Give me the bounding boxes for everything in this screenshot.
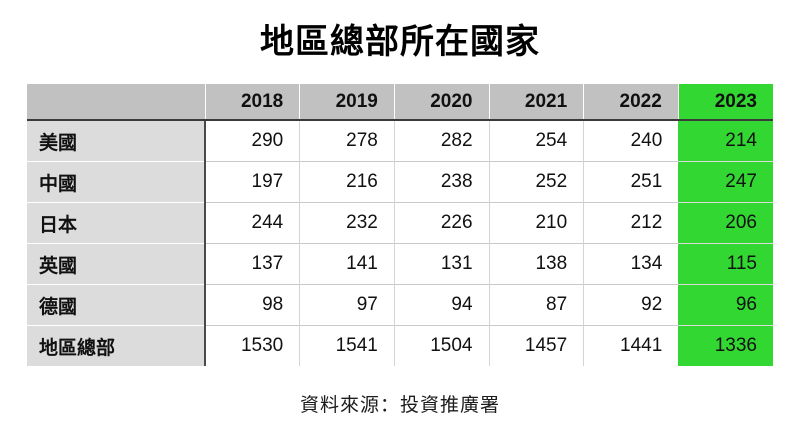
row-label: 英國	[27, 243, 207, 285]
value-cell-highlighted: 247	[678, 161, 773, 203]
value-cell-highlighted: 96	[678, 284, 773, 326]
table-row: 日本 244 232 226 210 212 206	[27, 202, 773, 244]
table-row: 德國 98 97 94 87 92 96	[27, 284, 773, 326]
value-cell: 134	[583, 243, 679, 285]
value-cell: 232	[299, 202, 395, 244]
year-column-header: 2020	[393, 84, 490, 121]
value-cell: 1530	[205, 325, 300, 366]
value-cell: 87	[488, 284, 584, 326]
value-cell-highlighted: 206	[678, 202, 773, 244]
value-cell: 197	[205, 161, 300, 203]
year-column-header-highlighted: 2023	[677, 84, 773, 121]
year-column-header: 2021	[488, 84, 584, 121]
year-column-header: 2018	[204, 84, 300, 121]
row-label: 美國	[27, 120, 207, 162]
table-row: 英國 137 141 131 138 134 115	[27, 243, 773, 285]
value-cell: 251	[583, 161, 679, 203]
value-cell-highlighted: 214	[678, 120, 773, 162]
value-cell: 1541	[299, 325, 395, 366]
regional-hq-table: 2018 2019 2020 2021 2022 2023 美國 290 278…	[27, 84, 773, 366]
table-row: 中國 197 216 238 252 251 247	[27, 161, 773, 203]
value-cell: 278	[299, 120, 395, 162]
value-cell: 240	[583, 120, 679, 162]
table-row: 美國 290 278 282 254 240 214	[27, 120, 773, 162]
value-cell: 97	[299, 284, 395, 326]
value-cell: 141	[299, 243, 395, 285]
value-cell-highlighted: 1336	[678, 325, 773, 366]
value-cell: 254	[488, 120, 584, 162]
value-cell: 282	[393, 120, 490, 162]
year-column-header: 2019	[299, 84, 395, 121]
value-cell: 92	[583, 284, 679, 326]
value-cell: 212	[583, 202, 679, 244]
value-cell: 216	[299, 161, 395, 203]
value-cell: 244	[205, 202, 300, 244]
value-cell: 137	[205, 243, 300, 285]
value-cell: 238	[393, 161, 490, 203]
table-row-total: 地區總部 1530 1541 1504 1457 1441 1336	[27, 325, 773, 366]
chart-title: 地區總部所在國家	[260, 23, 540, 61]
value-cell-highlighted: 115	[678, 243, 773, 285]
row-label: 德國	[27, 284, 207, 326]
row-label: 中國	[27, 161, 207, 203]
value-cell: 290	[205, 120, 300, 162]
year-column-header: 2022	[583, 84, 679, 121]
value-cell: 252	[488, 161, 584, 203]
header-row: 2018 2019 2020 2021 2022 2023	[27, 84, 773, 121]
value-cell: 94	[393, 284, 490, 326]
value-cell: 138	[488, 243, 584, 285]
value-cell: 1457	[488, 325, 584, 366]
value-cell: 1504	[393, 325, 490, 366]
value-cell: 1441	[583, 325, 679, 366]
source-note: 資料來源：投資推廣署	[299, 395, 500, 416]
row-label: 日本	[27, 202, 207, 244]
value-cell: 210	[488, 202, 584, 244]
value-cell: 131	[393, 243, 490, 285]
value-cell: 226	[393, 202, 490, 244]
value-cell: 98	[205, 284, 300, 326]
row-label-total: 地區總部	[27, 325, 207, 366]
corner-header-cell	[27, 84, 206, 121]
